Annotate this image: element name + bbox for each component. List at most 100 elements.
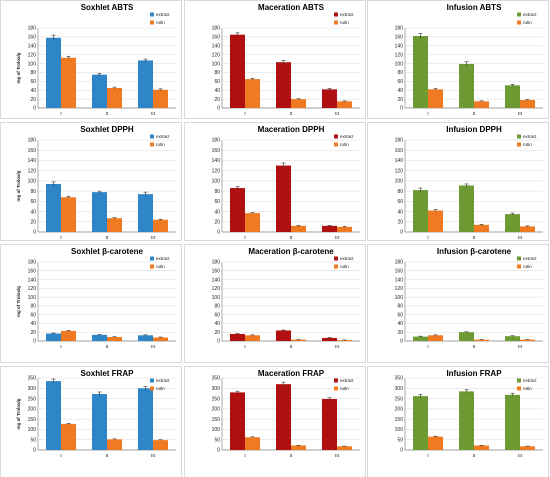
extract-bar	[276, 165, 291, 232]
rutin-bar	[520, 446, 535, 450]
chart-panel: Maceration ABTS 0 20 40 60 80 100 120 140 160 180 I…	[184, 0, 366, 119]
rutin-bar	[291, 339, 306, 341]
extract-bar	[276, 62, 291, 108]
rutin-bar	[428, 89, 443, 108]
y-tick-label: 80	[214, 70, 220, 76]
y-tick-label: 140	[28, 277, 37, 283]
panel-frame	[184, 0, 366, 119]
legend-label: extract	[156, 134, 170, 139]
legend-label: rutin	[523, 20, 532, 25]
legend-swatch	[517, 256, 521, 261]
y-tick-label: 160	[212, 148, 221, 154]
rutin-bar	[428, 210, 443, 232]
legend-swatch	[517, 264, 521, 269]
y-tick-label: 140	[28, 158, 37, 164]
x-tick-label: I	[427, 111, 429, 116]
y-tick-label: 60	[30, 312, 36, 318]
y-tick-label: 180	[28, 26, 37, 32]
chart-panel: Soxhlet FRAP 0 50 100 150 200 250 300 350 mg of T…	[0, 366, 182, 477]
chart-title: Maceration β-carotene	[248, 247, 334, 256]
chart-title: Infusion FRAP	[446, 369, 502, 378]
panel-frame	[367, 244, 549, 363]
chart-title: Soxhlet FRAP	[81, 369, 135, 378]
y-tick-label: 0	[33, 448, 36, 454]
y-tick-label: 160	[395, 35, 404, 41]
y-tick-label: 140	[395, 43, 404, 49]
legend-swatch	[334, 134, 338, 139]
x-tick-label: III	[518, 453, 523, 458]
legend-swatch	[150, 134, 154, 139]
extract-bar	[138, 335, 153, 341]
y-tick-label: 160	[28, 35, 37, 41]
legend-swatch	[150, 378, 154, 383]
y-tick-label: 20	[214, 330, 220, 336]
legend-swatch	[517, 386, 521, 391]
y-tick-label: 160	[395, 148, 404, 154]
y-tick-label: 140	[212, 158, 221, 164]
x-tick-label: I	[60, 235, 62, 240]
y-tick-label: 120	[395, 168, 404, 174]
y-tick-label: 180	[395, 26, 404, 32]
legend-swatch	[517, 378, 521, 383]
y-tick-label: 40	[214, 88, 220, 94]
rutin-bar	[474, 445, 489, 450]
y-tick-label: 160	[212, 35, 221, 41]
y-tick-label: 20	[397, 219, 403, 225]
y-tick-label: 180	[212, 138, 221, 144]
rutin-bar	[520, 100, 535, 108]
rutin-bar	[245, 213, 260, 232]
y-tick-label: 200	[28, 407, 37, 413]
y-tick-label: 100	[212, 179, 221, 185]
x-tick-label: III	[518, 111, 523, 116]
legend-swatch	[517, 134, 521, 139]
rutin-bar	[153, 337, 168, 341]
x-tick-label: III	[151, 111, 156, 116]
rutin-bar	[245, 335, 260, 341]
legend-swatch	[150, 12, 154, 17]
legend-label: extract	[340, 12, 354, 17]
rutin-bar	[337, 226, 352, 232]
rutin-bar	[245, 79, 260, 108]
extract-bar	[413, 190, 428, 232]
legend-label: rutin	[340, 264, 349, 269]
y-tick-label: 180	[395, 260, 404, 266]
extract-bar	[138, 60, 153, 108]
y-tick-label: 120	[28, 168, 37, 174]
rutin-bar	[337, 446, 352, 450]
x-tick-label: I	[244, 453, 246, 458]
x-tick-label: I	[60, 453, 62, 458]
extract-bar	[505, 394, 520, 450]
y-tick-label: 100	[395, 295, 404, 301]
y-tick-label: 150	[212, 417, 221, 423]
y-axis-label: mg of Trolox/g	[16, 398, 21, 429]
x-tick-label: III	[335, 235, 340, 240]
extract-bar	[92, 394, 107, 450]
extract-bar	[138, 194, 153, 232]
legend-label: rutin	[523, 142, 532, 147]
legend-label: rutin	[340, 142, 349, 147]
y-tick-label: 40	[397, 209, 403, 215]
chart-panel: Maceration DPPH 0 20 40 60 80 100 120 140 160 180 I…	[184, 122, 366, 241]
extract-bar	[46, 183, 61, 232]
legend-label: rutin	[156, 264, 165, 269]
chart-title: Maceration ABTS	[258, 3, 325, 12]
x-tick-label: II	[473, 453, 476, 458]
y-tick-label: 60	[214, 312, 220, 318]
y-tick-label: 120	[212, 52, 221, 58]
legend-label: rutin	[523, 386, 532, 391]
extract-bar	[138, 388, 153, 450]
y-tick-label: 20	[214, 219, 220, 225]
y-tick-label: 50	[397, 437, 403, 443]
rutin-bar	[153, 89, 168, 108]
chart-panel: Soxhlet β-carotene 0 20 40 60 80 100 120 140 160 1…	[0, 244, 182, 363]
chart-title: Soxhlet DPPH	[80, 125, 134, 134]
y-tick-label: 40	[30, 321, 36, 327]
extract-bar	[413, 396, 428, 450]
rutin-bar	[107, 218, 122, 232]
extract-bar	[230, 392, 245, 450]
rutin-bar	[153, 219, 168, 232]
legend-label: rutin	[340, 20, 349, 25]
legend-label: rutin	[156, 20, 165, 25]
legend-swatch	[150, 142, 154, 147]
